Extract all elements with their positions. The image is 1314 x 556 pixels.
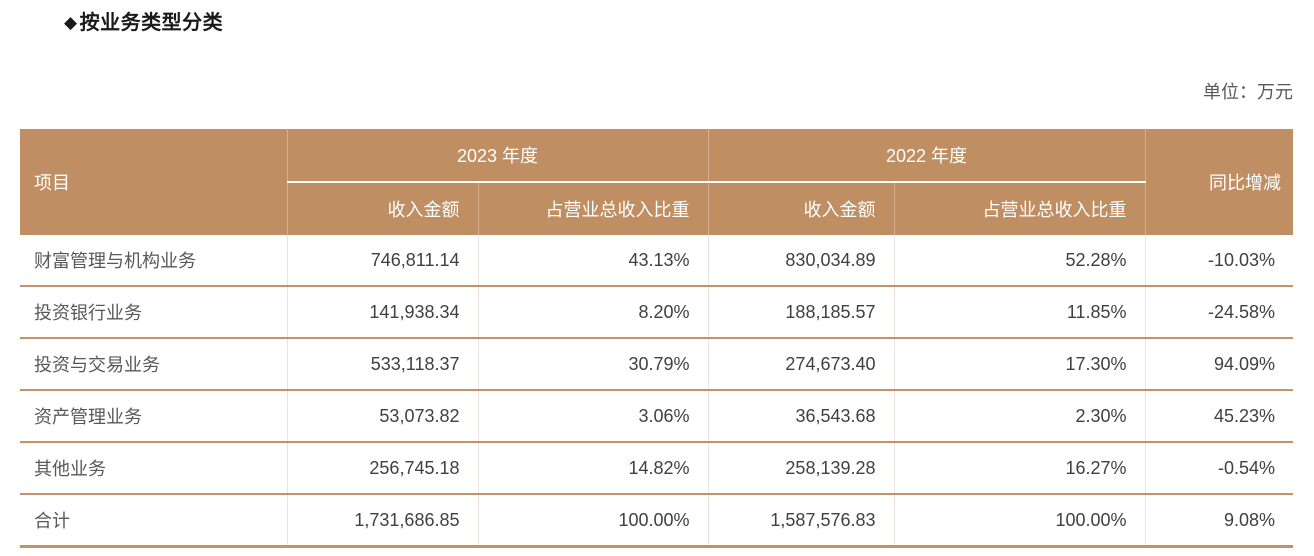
col-header-2022-share: 占营业总收入比重 <box>893 182 1146 235</box>
cell-2022-amount: 274,673.40 <box>707 338 895 391</box>
cell-2023-amount: 1,731,686.85 <box>286 494 478 548</box>
business-type-table: 项目 2023 年度 2022 年度 同比增减 收入金额 占营业总收入比重 收入… <box>20 129 1294 548</box>
row-item-label: 投资与交易业务 <box>20 338 287 391</box>
row-item-label: 其他业务 <box>20 442 287 495</box>
cell-2022-amount: 36,543.68 <box>707 390 895 443</box>
cell-2022-share: 17.30% <box>893 338 1146 391</box>
cell-2023-share: 30.79% <box>477 338 709 391</box>
col-header-2022-amount: 收入金额 <box>707 182 895 235</box>
cell-2022-amount: 1,587,576.83 <box>707 494 895 548</box>
header-sub-row: 收入金额 占营业总收入比重 收入金额 占营业总收入比重 <box>20 182 1293 235</box>
cell-2022-share: 100.00% <box>893 494 1146 548</box>
cell-2022-share: 16.27% <box>893 442 1146 495</box>
table-row-total: 合计 1,731,686.85 100.00% 1,587,576.83 100… <box>20 494 1294 548</box>
cell-yoy: 94.09% <box>1144 338 1294 391</box>
row-item-label: 财富管理与机构业务 <box>20 235 287 287</box>
cell-2022-amount: 258,139.28 <box>707 442 895 495</box>
cell-2023-share: 8.20% <box>477 286 709 339</box>
col-header-item: 项目 <box>20 129 287 235</box>
table-row: 投资与交易业务 533,118.37 30.79% 274,673.40 17.… <box>20 338 1294 391</box>
cell-yoy: -24.58% <box>1144 286 1294 339</box>
cell-2023-amount: 141,938.34 <box>286 286 478 339</box>
cell-2023-share: 100.00% <box>477 494 709 548</box>
cell-2023-share: 43.13% <box>477 235 709 287</box>
cell-2022-amount: 830,034.89 <box>707 235 895 287</box>
cell-2023-amount: 256,745.18 <box>286 442 478 495</box>
table-row: 资产管理业务 53,073.82 3.06% 36,543.68 2.30% 4… <box>20 390 1294 443</box>
cell-2022-share: 11.85% <box>893 286 1146 339</box>
cell-2023-share: 14.82% <box>477 442 709 495</box>
cell-2022-share: 52.28% <box>893 235 1146 287</box>
cell-2022-share: 2.30% <box>893 390 1146 443</box>
table-row: 财富管理与机构业务 746,811.14 43.13% 830,034.89 5… <box>20 235 1294 287</box>
cell-2022-amount: 188,185.57 <box>707 286 895 339</box>
cell-yoy: 9.08% <box>1144 494 1294 548</box>
col-header-yoy: 同比增减 <box>1144 129 1294 235</box>
cell-2023-amount: 53,073.82 <box>286 390 478 443</box>
table-row: 投资银行业务 141,938.34 8.20% 188,185.57 11.85… <box>20 286 1294 339</box>
cell-yoy: -0.54% <box>1144 442 1294 495</box>
col-header-2023-share: 占营业总收入比重 <box>477 182 709 235</box>
section-title-text: 按业务类型分类 <box>79 12 224 34</box>
cell-2023-amount: 746,811.14 <box>286 235 478 287</box>
table-body: 财富管理与机构业务 746,811.14 43.13% 830,034.89 5… <box>20 235 1294 548</box>
diamond-bullet-icon: ◆ <box>64 13 78 32</box>
cell-2023-share: 3.06% <box>477 390 709 443</box>
cell-yoy: 45.23% <box>1144 390 1294 443</box>
row-item-label: 资产管理业务 <box>20 390 287 443</box>
section-title: ◆ 按业务类型分类 <box>64 10 1314 36</box>
col-header-2023-amount: 收入金额 <box>286 182 478 235</box>
header-group-row: 项目 2023 年度 2022 年度 同比增减 <box>20 129 1294 235</box>
cell-2023-amount: 533,118.37 <box>286 338 478 391</box>
row-item-label: 投资银行业务 <box>20 286 287 339</box>
table-header: 项目 2023 年度 2022 年度 同比增减 收入金额 占营业总收入比重 收入… <box>20 129 1294 235</box>
col-header-year-2023: 2023 年度 <box>286 129 709 183</box>
unit-note: 单位：万元 <box>1203 82 1293 102</box>
table-row: 其他业务 256,745.18 14.82% 258,139.28 16.27%… <box>20 442 1294 495</box>
col-header-year-2022: 2022 年度 <box>707 129 1146 183</box>
cell-yoy: -10.03% <box>1144 235 1294 287</box>
row-item-label: 合计 <box>20 494 287 548</box>
